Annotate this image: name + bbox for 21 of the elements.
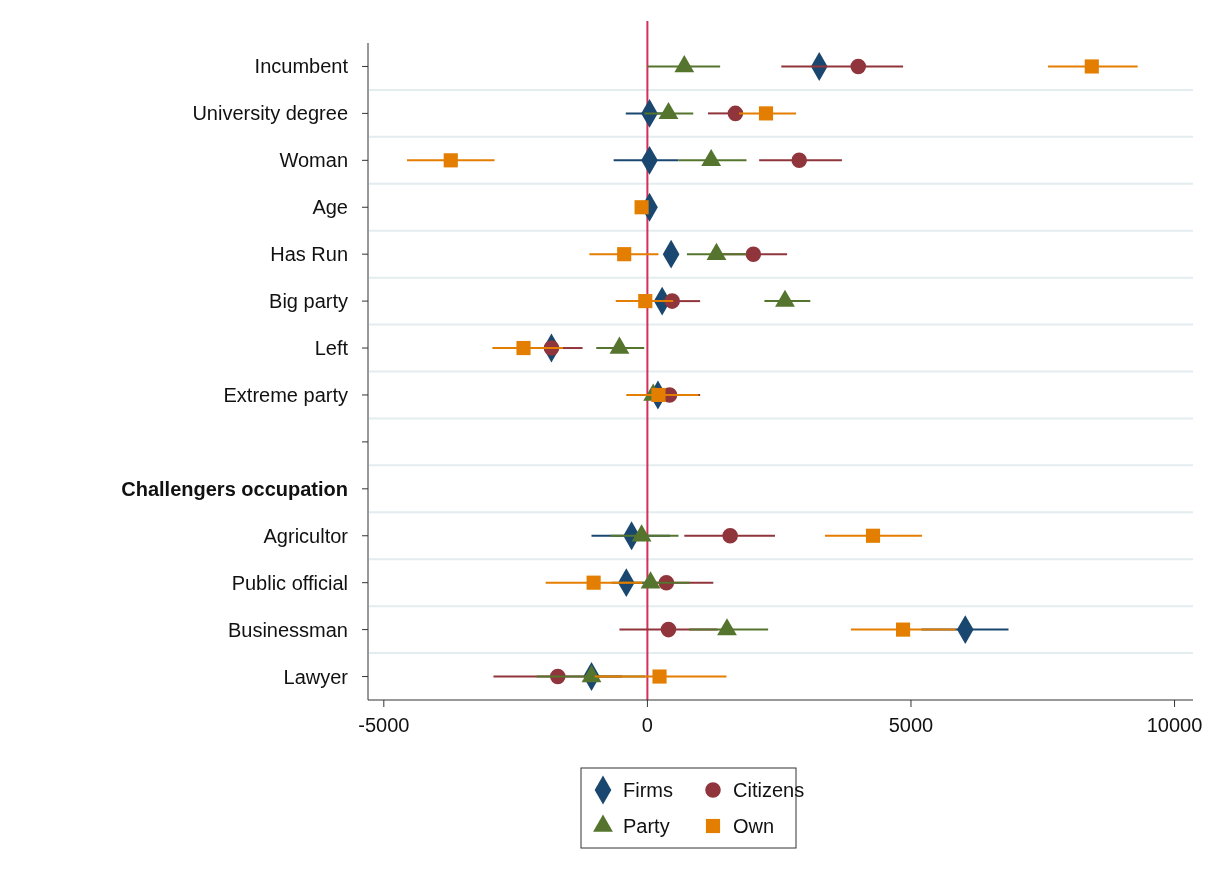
y-tick-label: Businessman xyxy=(227,618,348,641)
y-tick-label: Has Run xyxy=(270,243,348,266)
y-tick-label: Challengers occupation xyxy=(121,477,348,500)
y-tick-label: Public official xyxy=(231,571,348,594)
y-tick-label: Extreme party xyxy=(223,383,348,406)
y-tick-label: Woman xyxy=(279,149,348,172)
legend-label: Citizens xyxy=(733,779,805,801)
y-tick-label: University degree xyxy=(192,102,348,125)
legend-label: Party xyxy=(623,815,670,837)
y-tick-label: Agricultor xyxy=(263,524,349,547)
y-tick-label: Age xyxy=(312,196,348,219)
y-tick-label: Big party xyxy=(269,290,348,313)
y-tick-label: Lawyer xyxy=(283,665,349,688)
legend-label: Firms xyxy=(623,779,673,801)
x-tick-label: 5000 xyxy=(888,714,934,736)
legend-label: Own xyxy=(733,815,775,837)
y-tick-label: Left xyxy=(314,337,349,360)
y-tick-label: Incumbent xyxy=(254,55,349,78)
x-tick-label: 10000 xyxy=(1146,714,1203,736)
x-tick-label: -5000 xyxy=(358,714,410,736)
x-tick-label: 0 xyxy=(641,714,653,736)
